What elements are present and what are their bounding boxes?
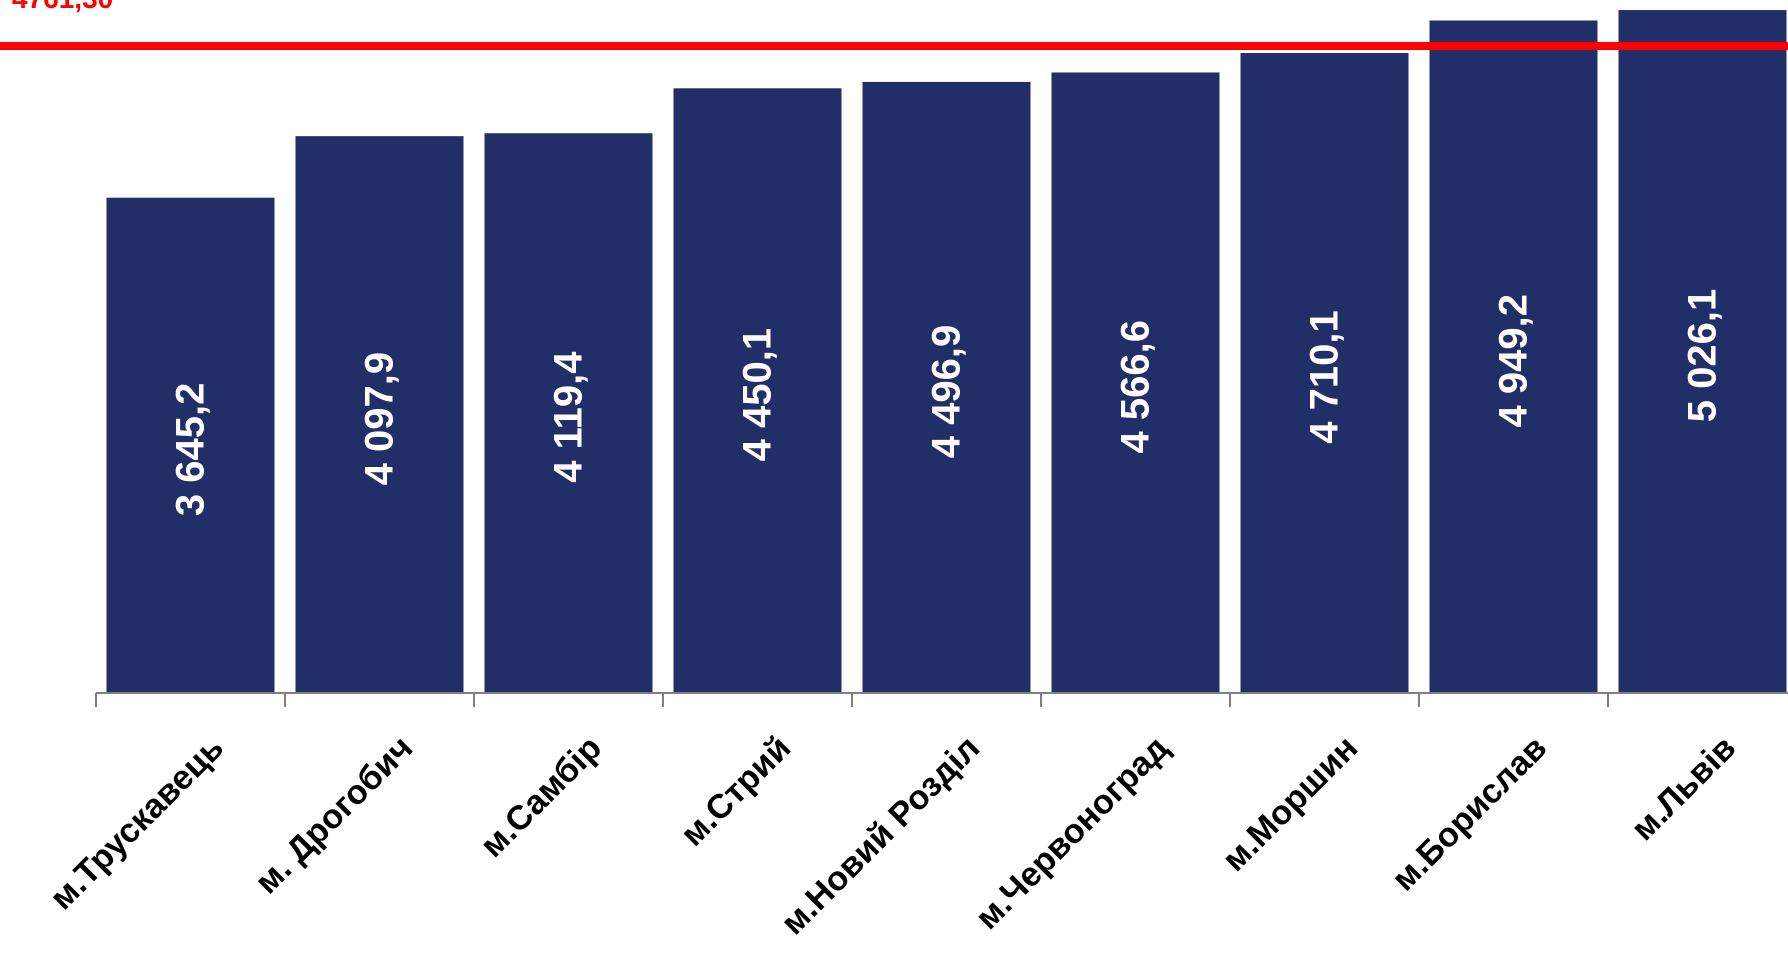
- bar-value-label: 4 097,9: [358, 352, 402, 485]
- category-label: м.Стрий: [673, 729, 798, 854]
- bar: [295, 136, 464, 693]
- category-label: м.Червоноград: [968, 729, 1176, 937]
- bar-value-label: 4 119,4: [547, 351, 591, 483]
- category-labels: м.Трускавець м. Дрогобич м.Самбір м.Стрийм.…: [43, 729, 1743, 942]
- category-label: м.Моршин: [1215, 729, 1365, 879]
- bar: [673, 88, 842, 694]
- bar: [862, 81, 1031, 694]
- category-label: м. Дрогобич: [248, 729, 420, 901]
- bar: [484, 133, 653, 694]
- category-label: м.Самбір: [473, 729, 609, 865]
- bar-value-label: 3 645,2: [169, 383, 213, 516]
- bar-value-label: 4 949,2: [1492, 294, 1536, 427]
- reference-line-label: 4761,30: [12, 0, 113, 14]
- bar-value-label: 4 450,1: [736, 328, 780, 461]
- bar: [1051, 72, 1220, 694]
- bar-value-label: 4 496,9: [925, 325, 969, 458]
- bar: [1429, 20, 1598, 693]
- category-label: м.Трускавець: [43, 729, 231, 917]
- bar: [1618, 10, 1787, 694]
- bar-value-label: 5 026,1: [1681, 289, 1725, 422]
- category-label: м.Львів: [1624, 729, 1743, 848]
- bars-layer: 3 645,2 4 097,9 4 119,4 4 450,1 4 496,9 4 566…: [106, 10, 1787, 694]
- reference-line-group: 4761,30: [0, 0, 1788, 51]
- category-label: м.Новий Розділ: [774, 729, 987, 942]
- category-label: м.Борислав: [1385, 729, 1555, 899]
- bar: [1240, 52, 1409, 693]
- bar-value-label: 4 566,6: [1114, 320, 1158, 453]
- bar: [106, 197, 275, 693]
- bar-value-label: 4 710,1: [1303, 310, 1347, 443]
- x-axis-ticks: [95, 693, 1609, 707]
